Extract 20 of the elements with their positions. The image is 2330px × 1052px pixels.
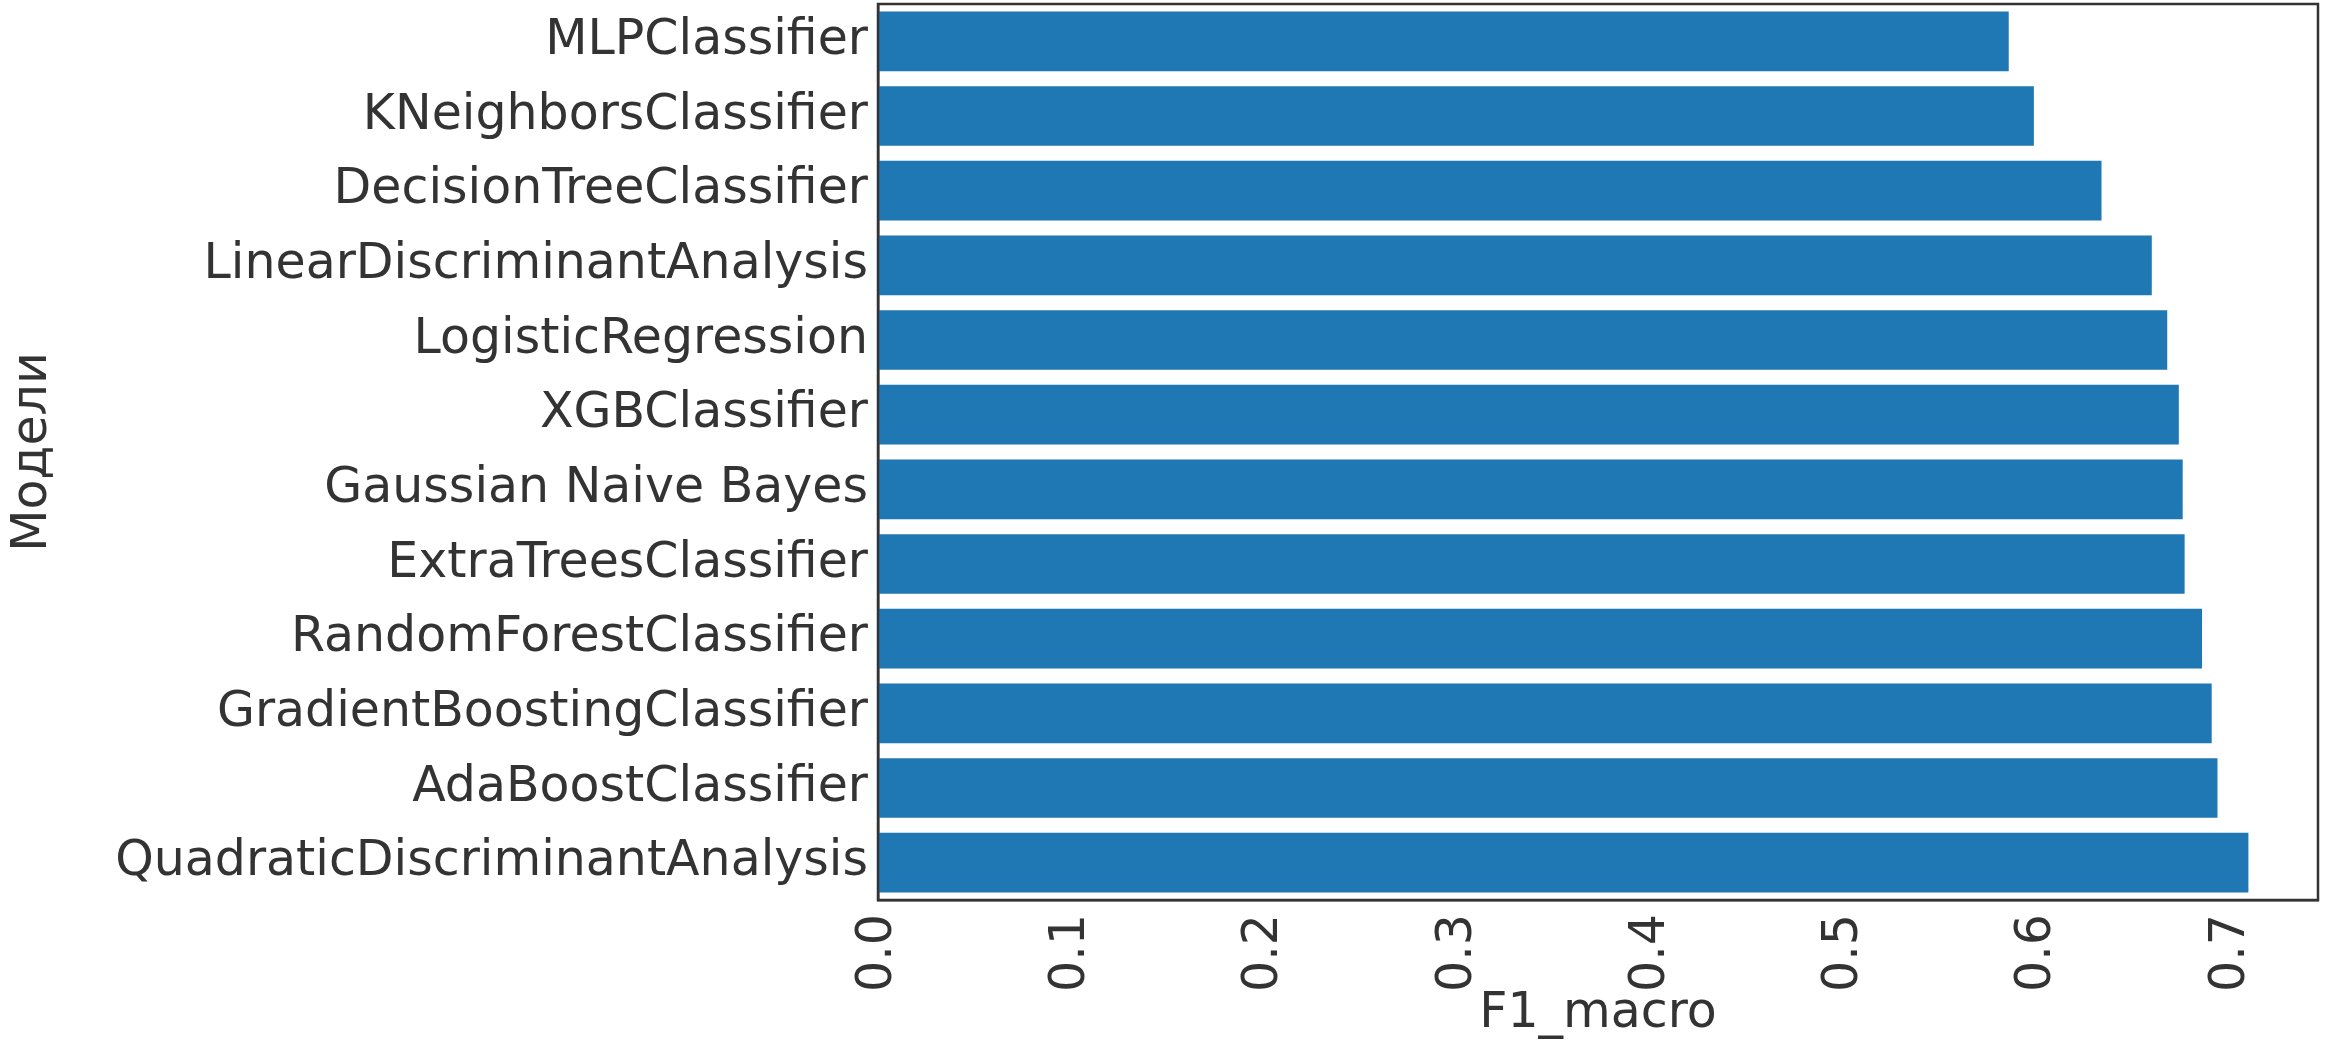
y-tick-label: MLPClassifier bbox=[545, 9, 869, 67]
y-tick-label: LogisticRegression bbox=[413, 307, 868, 365]
y-tick-label: XGBClassifier bbox=[540, 382, 869, 440]
x-tick-label: 0.6 bbox=[2005, 914, 2063, 992]
x-tick-label: 0.0 bbox=[845, 914, 903, 992]
x-tick-label: 0.2 bbox=[1232, 914, 1290, 992]
x-tick-label: 0.3 bbox=[1425, 914, 1483, 992]
x-tick-label: 0.1 bbox=[1039, 914, 1097, 992]
x-tick-label: 0.7 bbox=[2198, 914, 2256, 992]
y-tick-label: QuadraticDiscriminantAnalysis bbox=[115, 830, 868, 888]
y-tick-label: ExtraTreesClassifier bbox=[387, 531, 869, 589]
y-axis-title: Модели bbox=[1, 352, 59, 552]
y-tick-label: Gaussian Naive Bayes bbox=[324, 457, 868, 515]
y-tick-label: RandomForestClassifier bbox=[291, 606, 869, 664]
y-tick-label: DecisionTreeClassifier bbox=[333, 158, 869, 216]
y-tick-label: GradientBoostingClassifier bbox=[216, 681, 869, 739]
y-tick-label: KNeighborsClassifier bbox=[362, 83, 869, 141]
x-tick-label: 0.5 bbox=[1812, 914, 1870, 992]
y-tick-label: LinearDiscriminantAnalysis bbox=[203, 233, 868, 291]
y-tick-label: AdaBoostClassifier bbox=[412, 755, 869, 813]
